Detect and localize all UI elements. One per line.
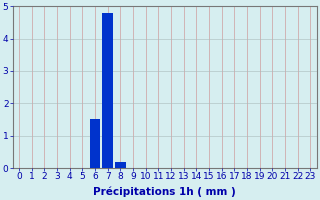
Bar xyxy=(90,119,100,168)
Bar xyxy=(102,13,113,168)
X-axis label: Précipitations 1h ( mm ): Précipitations 1h ( mm ) xyxy=(93,187,236,197)
Bar xyxy=(115,162,126,168)
